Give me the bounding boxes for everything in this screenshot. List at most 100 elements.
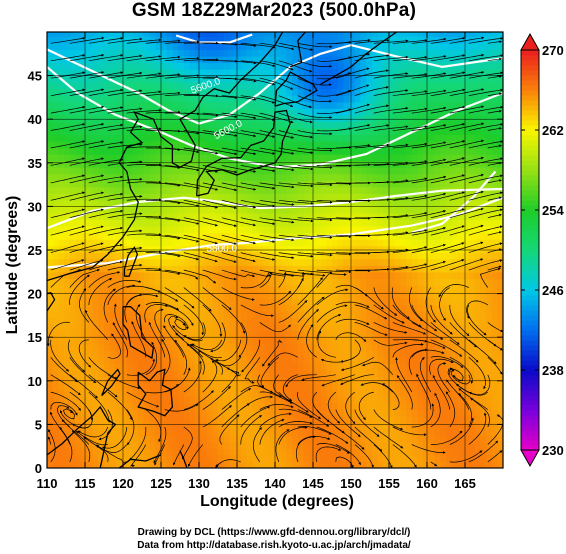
field-cell: [218, 441, 225, 449]
field-cell: [69, 219, 77, 227]
field-cell: [183, 311, 191, 319]
field-cell: [47, 75, 54, 83]
field-cell: [143, 330, 151, 338]
field-cell: [132, 95, 139, 103]
field-cell: [132, 278, 139, 286]
field-cell: [389, 226, 396, 234]
field-cell: [354, 206, 362, 214]
field-cell: [189, 141, 196, 149]
field-cell: [252, 69, 259, 77]
field-cell: [235, 330, 242, 338]
field-cell: [223, 389, 230, 397]
field-cell: [406, 147, 413, 155]
field-cell: [451, 363, 458, 371]
field-cell: [286, 356, 293, 364]
field-cell: [468, 291, 476, 299]
field-cell: [212, 415, 219, 423]
field-cell: [200, 448, 208, 456]
field-cell: [143, 376, 151, 384]
field-cell: [314, 173, 322, 181]
field-cell: [303, 324, 310, 332]
field-cell: [320, 311, 327, 319]
field-cell: [263, 95, 270, 103]
field-cell: [451, 396, 458, 404]
field-cell: [275, 454, 282, 463]
field-cell: [229, 415, 236, 423]
field-cell: [309, 402, 316, 410]
field-cell: [212, 422, 219, 430]
field-cell: [98, 278, 105, 286]
field-cell: [166, 88, 173, 96]
field-cell: [212, 69, 219, 77]
field-cell: [178, 337, 185, 345]
field-cell: [309, 291, 316, 299]
field-cell: [389, 337, 396, 345]
field-cell: [155, 435, 162, 443]
field-cell: [75, 141, 82, 149]
field-cell: [229, 82, 236, 90]
field-cell: [468, 324, 476, 332]
field-cell: [389, 428, 396, 436]
field-cell: [64, 239, 71, 247]
field-cell: [81, 258, 88, 266]
field-cell: [138, 376, 145, 384]
field-cell: [463, 49, 470, 57]
field-cell: [451, 422, 458, 430]
field-cell: [406, 389, 413, 397]
field-cell: [400, 454, 407, 463]
field-cell: [263, 212, 270, 221]
field-cell: [81, 173, 88, 181]
field-cell: [434, 141, 441, 149]
field-cell: [257, 369, 265, 378]
field-cell: [303, 193, 310, 201]
field-cell: [200, 69, 208, 77]
field-cell: [428, 252, 436, 260]
field-cell: [81, 141, 88, 149]
field-cell: [212, 49, 219, 57]
field-cell: [360, 356, 367, 364]
field-cell: [468, 226, 476, 234]
field-cell: [263, 193, 270, 201]
field-cell: [423, 441, 430, 449]
field-cell: [223, 448, 230, 456]
field-cell: [69, 448, 77, 456]
field-cell: [189, 167, 196, 175]
field-cell: [406, 284, 413, 293]
field-cell: [69, 382, 77, 391]
field-cell: [332, 55, 339, 64]
field-cell: [371, 461, 379, 468]
field-cell: [172, 252, 179, 260]
field-cell: [132, 82, 139, 90]
field-cell: [360, 101, 367, 109]
field-cell: [98, 101, 105, 109]
field-cell: [121, 441, 128, 449]
field-cell: [263, 167, 270, 175]
field-cell: [104, 396, 111, 404]
field-cell: [394, 127, 401, 136]
field-cell: [132, 441, 139, 449]
field-cell: [446, 101, 453, 109]
field-cell: [235, 311, 242, 319]
field-cell: [121, 62, 128, 70]
field-cell: [440, 141, 447, 149]
field-cell: [189, 324, 196, 332]
field-cell: [246, 435, 253, 443]
field-cell: [406, 311, 413, 319]
field-cell: [104, 173, 111, 181]
field-cell: [143, 42, 151, 51]
field-cell: [206, 396, 213, 404]
field-cell: [183, 32, 191, 37]
field-cell: [98, 127, 105, 136]
field-cell: [126, 186, 134, 194]
field-cell: [389, 127, 396, 136]
field-cell: [252, 441, 259, 449]
field-cell: [383, 206, 390, 214]
field-cell: [64, 376, 71, 384]
field-cell: [343, 422, 350, 430]
field-cell: [366, 239, 373, 247]
field-cell: [206, 219, 213, 227]
field-cell: [303, 369, 310, 378]
field-cell: [383, 369, 390, 378]
field-cell: [183, 422, 191, 430]
field-cell: [143, 271, 151, 279]
